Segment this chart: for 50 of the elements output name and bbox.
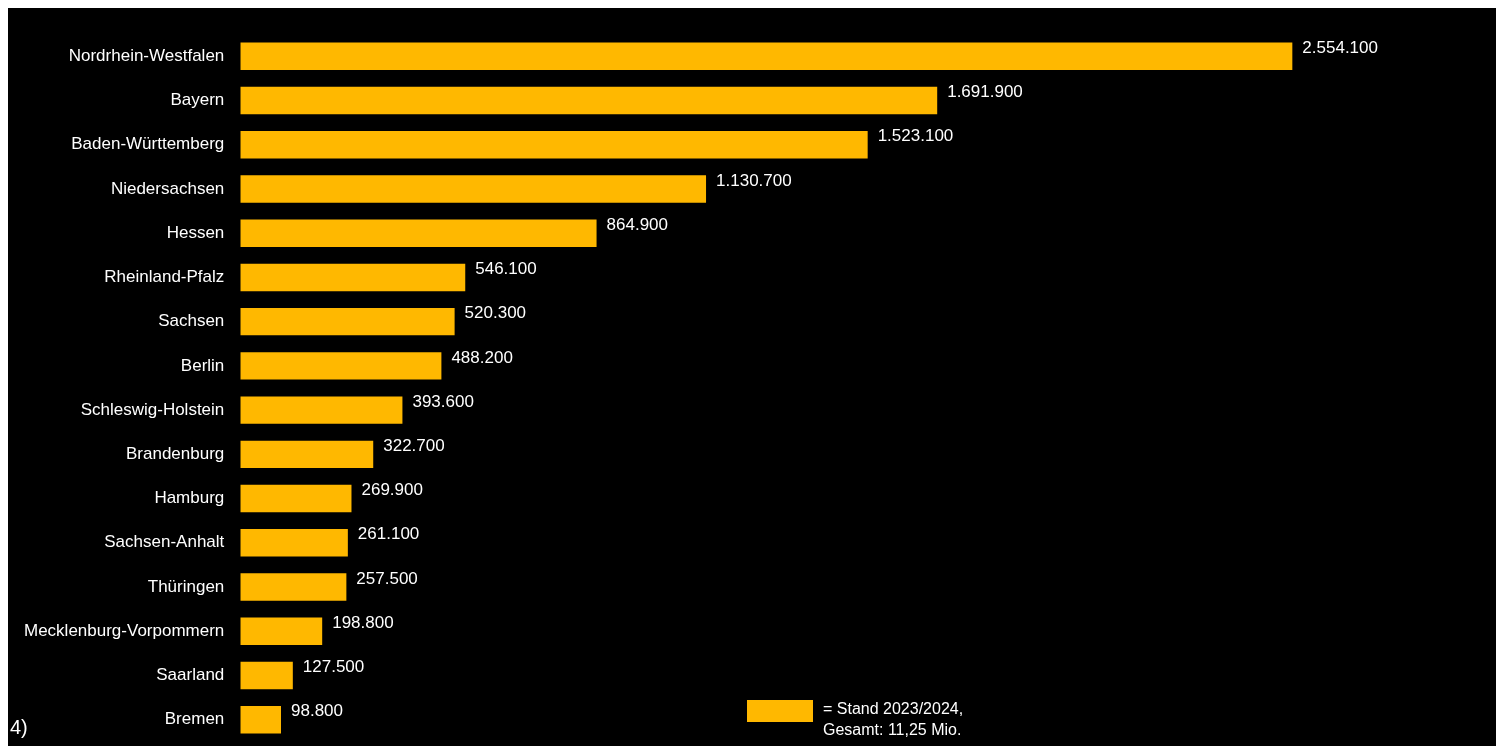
bar [240, 42, 1293, 71]
data-label: 2.554.100 [1302, 38, 1378, 57]
bar [240, 352, 442, 380]
y-tick-label: Hamburg [154, 488, 225, 508]
data-label: 1.130.700 [716, 170, 792, 190]
bar [240, 705, 281, 734]
y-tick-label: Bayern [170, 90, 225, 110]
y-tick-label: Baden-Württemberg [71, 134, 225, 154]
y-tick-label: Brandenburg [125, 444, 225, 464]
bar [240, 529, 348, 557]
bar [240, 175, 707, 203]
bar [240, 263, 466, 292]
bar [240, 484, 352, 513]
y-tick-label: Rheinland-Pfalz [104, 267, 225, 287]
y-tick-label: Sachsen-Anhalt [104, 532, 225, 552]
y-tick-label: Berlin [180, 355, 225, 375]
data-label: 864.900 [606, 214, 669, 234]
y-tick-label: Schleswig-Holstein [80, 399, 225, 419]
data-label: 546.100 [475, 259, 537, 279]
data-label: 520.300 [464, 303, 527, 323]
data-label: 98.800 [291, 701, 343, 721]
data-label: 393.600 [412, 391, 474, 411]
bar [240, 661, 293, 690]
data-label: 261.100 [357, 524, 420, 544]
bar [240, 573, 347, 601]
data-label: 322.700 [383, 436, 445, 456]
y-tick-label: Nordrhein-Westfalen [68, 46, 225, 65]
y-tick-label: Saarland [156, 665, 225, 685]
y-tick-label: Niedersachsen [110, 178, 225, 198]
y-tick-label: Sachsen [158, 311, 225, 331]
data-label: 1.691.900 [947, 82, 1023, 102]
y-tick-label: Thüringen [147, 576, 225, 596]
data-label: 488.200 [451, 347, 513, 367]
bar [240, 440, 374, 469]
legend-label: = Stand 2023/2024, Gesamt: 11,25 Mio. [823, 699, 965, 740]
bar [240, 219, 597, 247]
y-tick-label: Hessen [166, 222, 225, 242]
y-tick-label: Bremen [164, 709, 225, 729]
data-label: 198.800 [332, 612, 394, 632]
data-label: 1.523.100 [877, 126, 954, 146]
data-label: 257.500 [356, 568, 418, 588]
y-tick-label: Mecklenburg-Vorpommern [23, 620, 225, 640]
data-label: 127.500 [302, 657, 365, 677]
bar [240, 617, 323, 645]
bar [240, 131, 868, 159]
text: 4) [9, 715, 29, 740]
bar [240, 396, 403, 424]
data-label: 269.900 [361, 480, 423, 500]
bar [240, 86, 938, 115]
bar [240, 307, 455, 336]
